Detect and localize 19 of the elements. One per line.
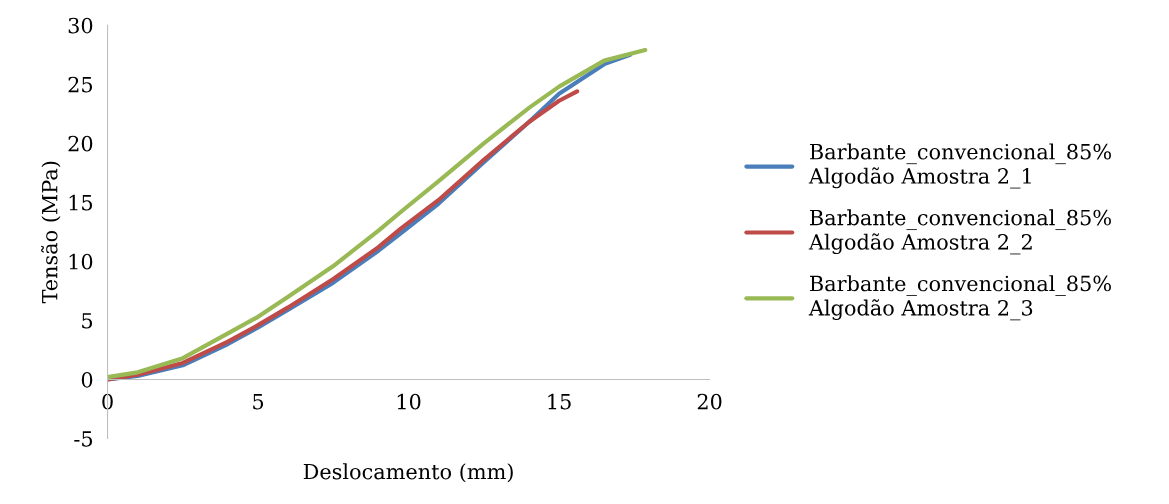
y-tick-label: 0: [81, 371, 93, 388]
y-tick-label: -5: [74, 431, 93, 447]
x-tick-label: 0: [102, 393, 113, 410]
line-series: [107, 89, 580, 382]
y-tick-label: 5: [82, 313, 93, 329]
legend-label: Barbante_convencional_85% Algodão Amostra 2_3: [808, 275, 1111, 321]
y-axis-title: Tensão (MPa): [41, 161, 61, 304]
x-tick-label: 10: [397, 393, 421, 410]
legend-label: Barbante_convencional_85% Algodão Amostra 2_1: [808, 143, 1111, 189]
y-tick-label: 25: [68, 76, 93, 93]
legend-label: Barbante_convencional_85% Algodão Amostra 2_2: [808, 209, 1111, 255]
x-tick-label: 15: [548, 393, 571, 410]
x-tick-label: 20: [697, 393, 722, 410]
y-tick-label: 30: [68, 17, 93, 34]
y-tick-label: 20: [68, 135, 93, 152]
y-tick-label: 15: [69, 194, 93, 211]
y-tick-label: 10: [69, 253, 93, 270]
x-tick-label: 5: [253, 393, 264, 410]
x-axis-title: Deslocamento (mm): [303, 463, 513, 483]
